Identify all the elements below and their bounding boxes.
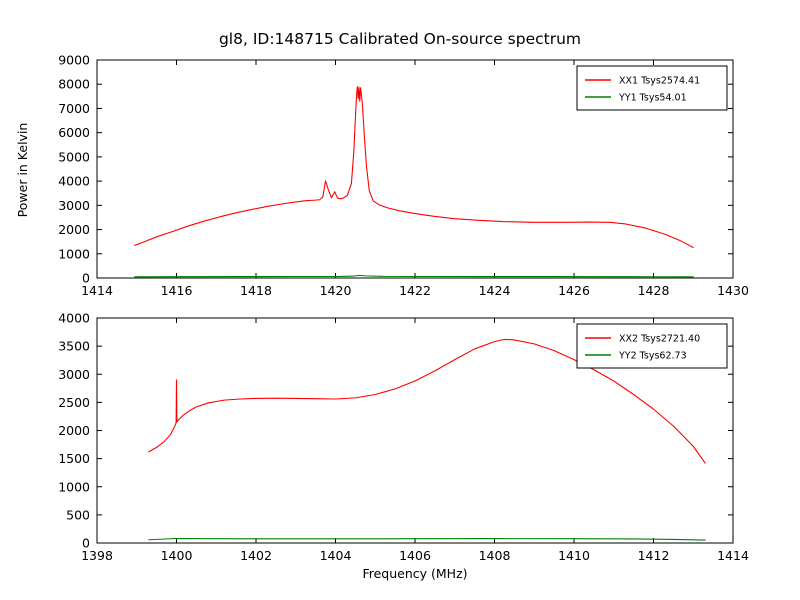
y-tick-label: 3000 — [58, 367, 90, 382]
x-tick-label: 1410 — [558, 548, 590, 563]
x-tick-label: 1428 — [638, 283, 670, 298]
y-tick-label: 0 — [82, 536, 90, 551]
legend-top: XX1 Tsys2574.41 YY1 Tsys54.01 — [576, 65, 728, 111]
x-tick-label: 1414 — [81, 283, 113, 298]
legend-label: YY1 Tsys54.01 — [618, 93, 687, 104]
legend-bottom: XX2 Tsys2721.40 YY2 Tsys62.73 — [576, 323, 728, 369]
x-tick-label: 1420 — [320, 283, 352, 298]
series-line-yy2 — [148, 537, 706, 541]
x-tick-label: 1402 — [240, 548, 272, 563]
y-tick-label: 1000 — [58, 246, 90, 261]
y-tick-label: 2000 — [58, 423, 90, 438]
x-tick-label: 1414 — [717, 548, 749, 563]
x-tick-label: 1404 — [320, 548, 352, 563]
y-tick-label: 2500 — [58, 395, 90, 410]
x-tick-label: 1398 — [81, 548, 113, 563]
y-tick-label: 7000 — [58, 101, 90, 116]
y-tick-label: 4000 — [58, 174, 90, 189]
top-panel: 1414 1416 1418 1420 1422 1424 1426 1428 1430 0 100… — [58, 53, 749, 299]
legend-label: XX2 Tsys2721.40 — [619, 334, 700, 345]
legend-label: XX1 Tsys2574.41 — [619, 76, 700, 87]
y-axis-label: Power in Kelvin — [15, 123, 30, 218]
y-tick-label: 9000 — [58, 53, 90, 68]
x-tick-label: 1422 — [399, 283, 431, 298]
x-axis-label: Frequency (MHz) — [362, 566, 467, 581]
x-tick-label: 1408 — [479, 548, 511, 563]
bottom-panel: 1398 1400 1402 1404 1406 1408 1410 1412 1414 0 500… — [58, 311, 749, 564]
y-tick-label: 2000 — [58, 222, 90, 237]
legend-label: YY2 Tsys62.73 — [618, 351, 687, 362]
y-tick-label: 0 — [82, 271, 90, 286]
page-title: gl8, ID:148715 Calibrated On-source spec… — [219, 30, 581, 48]
y-tick-label: 3000 — [58, 198, 90, 213]
legend-box — [576, 65, 728, 111]
x-tick-label: 1406 — [399, 548, 431, 563]
y-tick-label: 6000 — [58, 125, 90, 140]
y-tick-label: 4000 — [58, 311, 90, 326]
y-tick-label: 500 — [66, 507, 90, 522]
x-tick-label: 1426 — [558, 283, 590, 298]
y-tick-label: 1500 — [58, 451, 90, 466]
series-line-yy1 — [134, 274, 694, 278]
y-tick-label: 3500 — [58, 339, 90, 354]
y-tick-label: 1000 — [58, 479, 90, 494]
y-tick-label: 8000 — [58, 77, 90, 92]
x-tick-label: 1418 — [240, 283, 272, 298]
y-tick-label: 5000 — [58, 149, 90, 164]
x-tick-label: 1400 — [161, 548, 193, 563]
legend-box — [576, 323, 728, 369]
x-tick-label: 1430 — [717, 283, 749, 298]
series-line-xx1 — [134, 86, 694, 249]
x-tick-label: 1412 — [638, 548, 670, 563]
x-tick-label: 1424 — [479, 283, 511, 298]
x-tick-label: 1416 — [161, 283, 193, 298]
